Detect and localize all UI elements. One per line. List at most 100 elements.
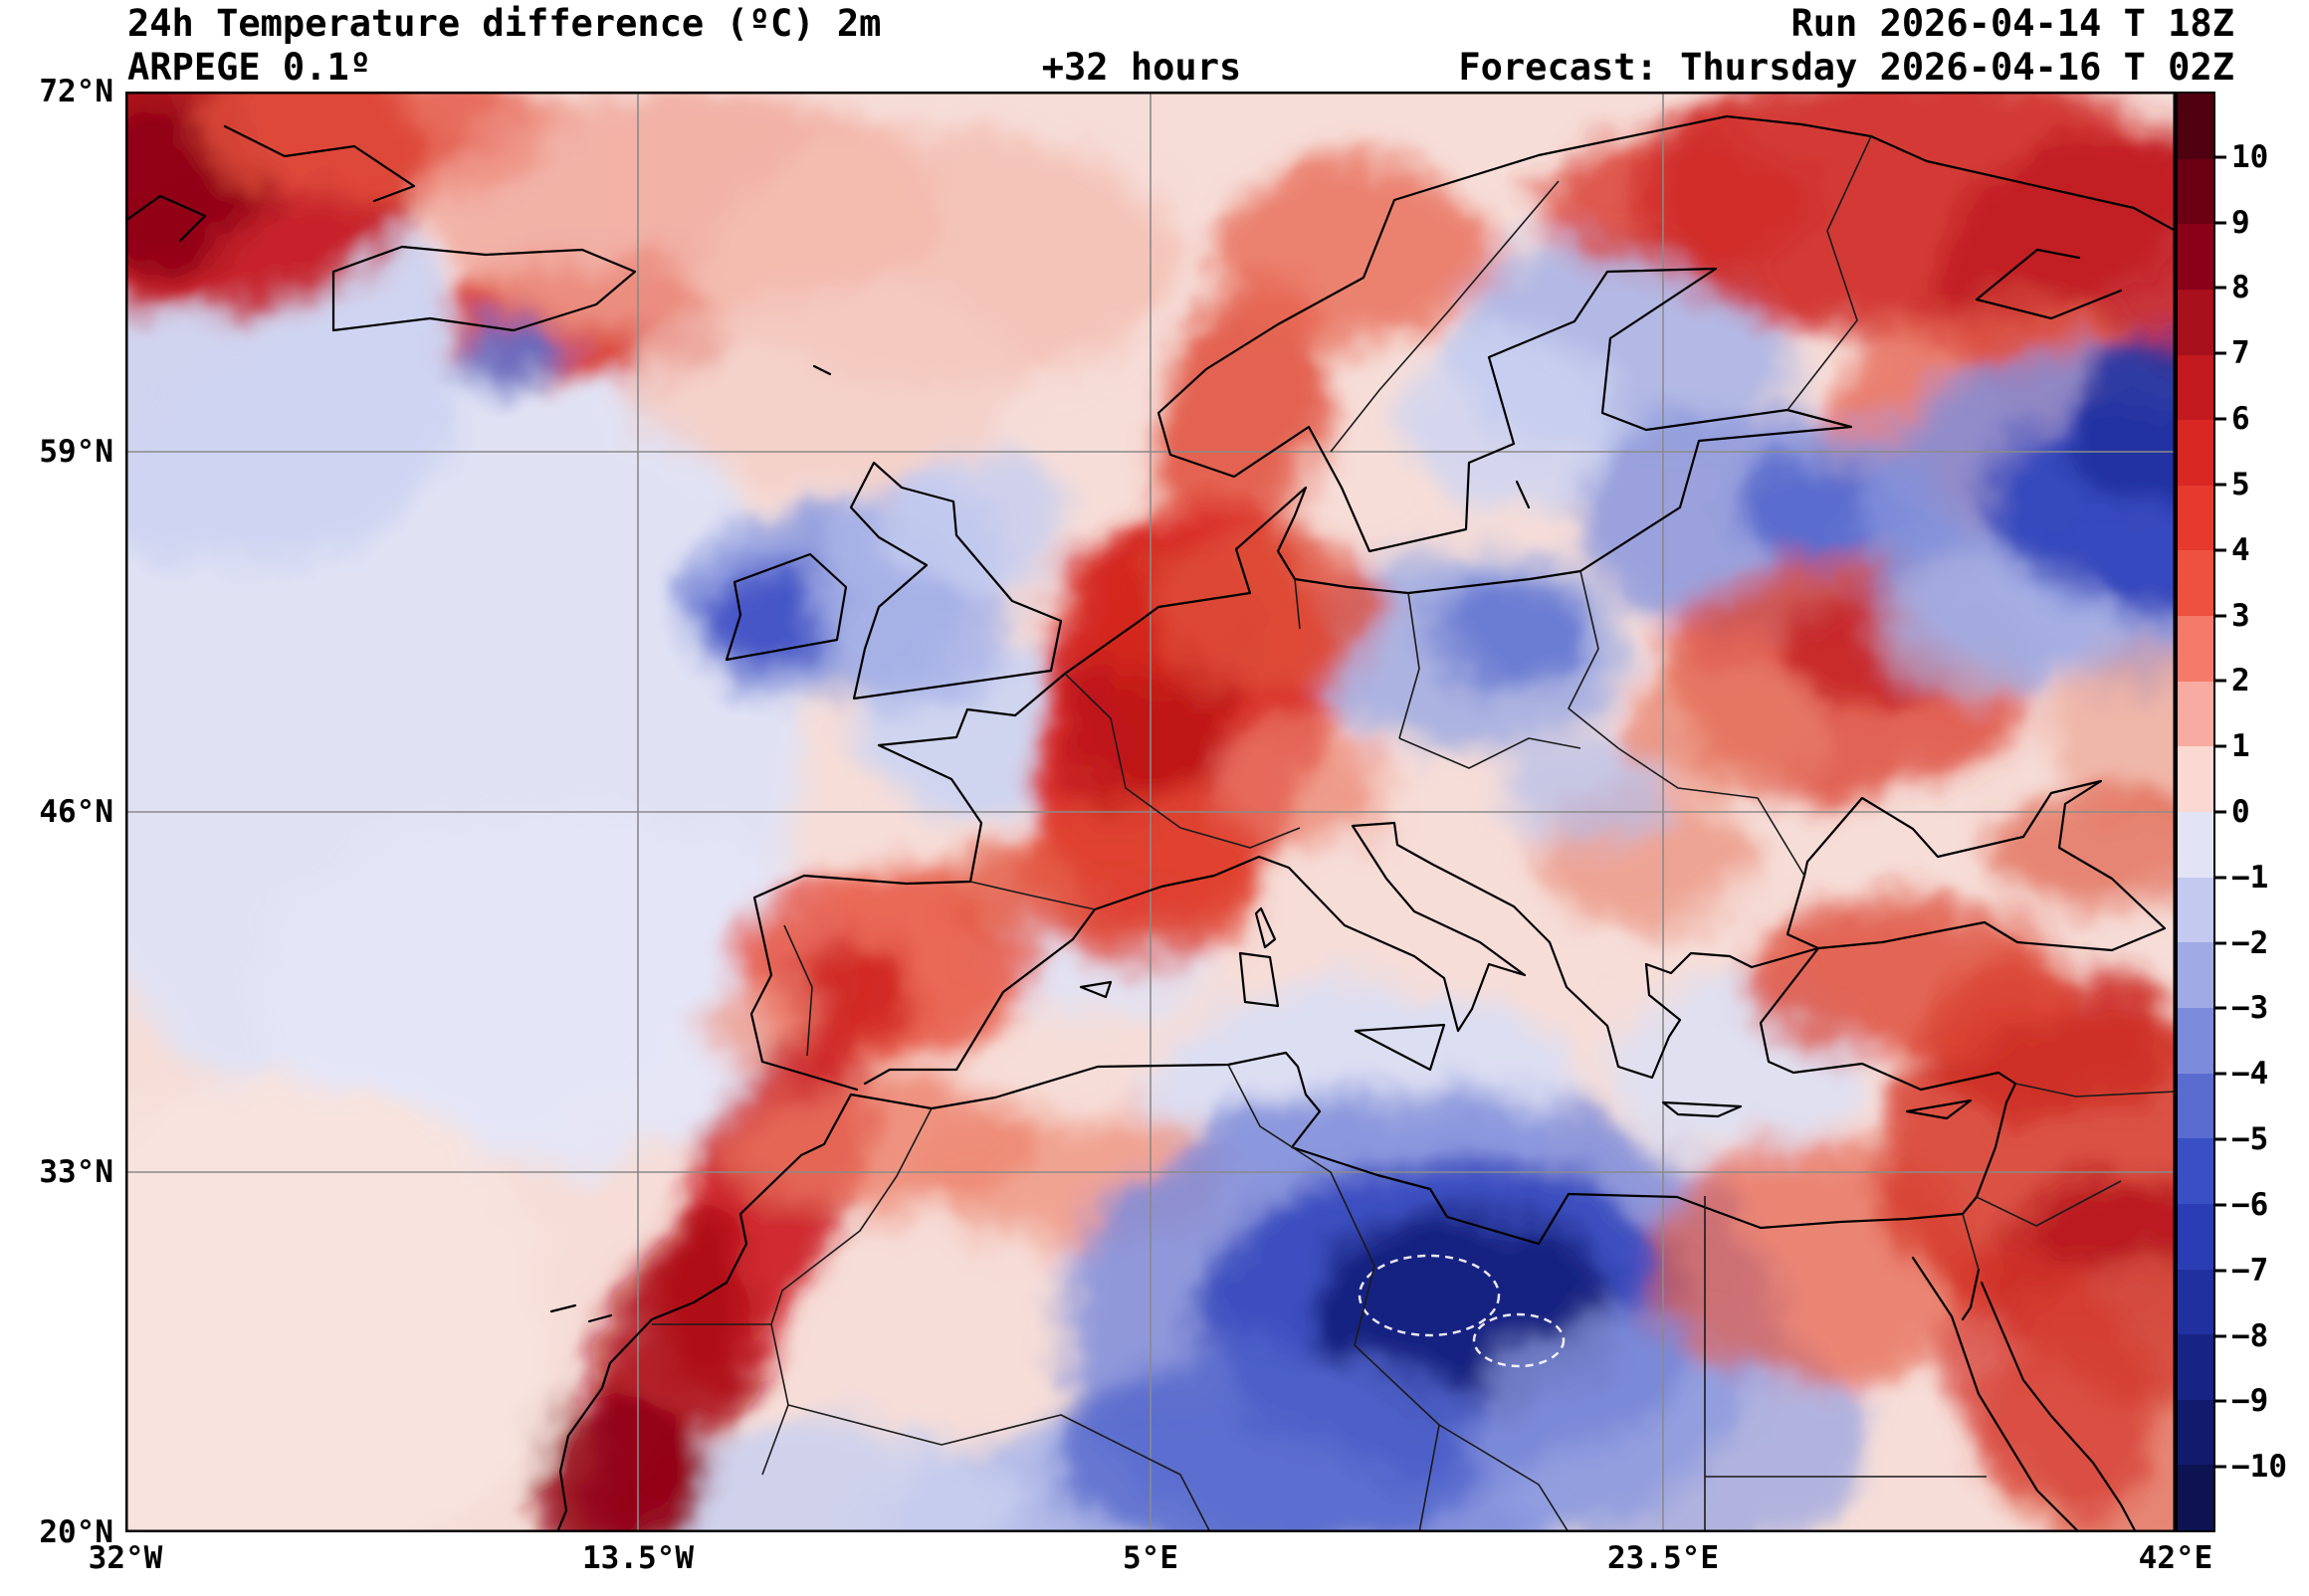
colorbar-tick	[2215, 744, 2226, 748]
colorbar-band	[2178, 746, 2213, 813]
colorbar-tick-label: −3	[2231, 990, 2269, 1027]
colorbar-tick-label: −8	[2231, 1317, 2269, 1354]
anomaly-blob-layer	[125, 92, 2176, 1532]
lon-tick-label: 23.5°E	[1607, 1540, 1719, 1576]
colorbar-tick-label: −9	[2231, 1383, 2269, 1420]
colorbar-band	[2178, 485, 2213, 551]
colorbar-tick	[2215, 1269, 2226, 1273]
anomaly-blob	[125, 1077, 553, 1532]
colorbar-band	[2178, 1465, 2213, 1531]
colorbar-band	[2178, 1269, 2213, 1335]
anomaly-blob	[1738, 902, 2076, 1052]
lead-time-label: +32 hours	[1041, 46, 1242, 89]
anomaly-blob	[464, 320, 573, 384]
anomaly-blob	[2066, 330, 2176, 509]
anomaly-blob	[255, 808, 852, 1166]
colorbar-tick	[2215, 483, 2226, 487]
lat-tick-label: 59°N	[39, 434, 113, 470]
anomaly-blob	[937, 843, 1076, 932]
colorbar-band	[2178, 354, 2213, 421]
colorbar-band	[2178, 681, 2213, 747]
colorbar-tick	[2215, 221, 2226, 225]
colorbar-tick-label: 6	[2231, 401, 2250, 438]
colorbar-tick-label: 4	[2231, 531, 2250, 568]
run-label: Run 2026-04-14 T 18Z	[1790, 2, 2234, 45]
colorbar-band	[2178, 420, 2213, 486]
colorbar-band	[2178, 550, 2213, 617]
colorbar-band	[2178, 224, 2213, 290]
anomaly-blob	[892, 450, 1071, 589]
anomaly-blob	[623, 291, 1021, 490]
temperature-field	[125, 92, 2176, 1532]
forecast-label: Forecast: Thursday 2026-04-16 T 02Z	[1458, 46, 2234, 89]
lat-tick-label: 20°N	[39, 1514, 113, 1550]
colorbar-tick	[2215, 679, 2226, 683]
colorbar-tick-label: −4	[2231, 1056, 2269, 1093]
colorbar-tick	[2215, 417, 2226, 421]
colorbar-tick	[2215, 1006, 2226, 1010]
anomaly-blob	[1210, 161, 1489, 340]
colorbar-tick	[2215, 1334, 2226, 1338]
colorbar-tick	[2215, 351, 2226, 355]
colorbar-tick-label: 5	[2231, 466, 2250, 502]
colorbar-tick-label: −7	[2231, 1252, 2269, 1289]
colorbar-band	[2178, 1073, 2213, 1139]
anomaly-blob	[1051, 1345, 1489, 1532]
lat-tick-label: 33°N	[39, 1154, 113, 1190]
colorbar-band	[2178, 1399, 2213, 1466]
colorbar-tick-label: 0	[2231, 794, 2250, 830]
anomaly-blob	[623, 1425, 1021, 1532]
colorbar-tick	[2215, 548, 2226, 552]
colorbar-tick	[2215, 876, 2226, 880]
below-minus10-contours	[1358, 1254, 1566, 1368]
colorbar-tick-label: 8	[2231, 270, 2250, 306]
coastlines	[125, 114, 2176, 1532]
anomaly-blob	[1399, 330, 1618, 509]
colorbar-tick-label: 9	[2231, 204, 2250, 241]
anomaly-blob	[1210, 728, 1389, 848]
colorbar-tick-label: −2	[2231, 924, 2269, 961]
temperature-difference-map	[125, 92, 2176, 1532]
lat-tick-label: 46°N	[39, 794, 113, 830]
colorbar-tick-label: −6	[2231, 1186, 2269, 1223]
lat-tick-label: 72°N	[39, 74, 113, 109]
colorbar-tick	[2215, 286, 2226, 290]
colorbar-tick-label: −10	[2231, 1449, 2287, 1486]
colorbar-tick-label: −5	[2231, 1121, 2269, 1158]
map-plot-area	[125, 92, 2176, 1532]
colorbar-band	[2178, 94, 2213, 159]
colorbar-tick	[2215, 1465, 2226, 1469]
graticule-grid	[125, 92, 2176, 1532]
anomaly-blob	[2046, 649, 2176, 828]
colorbar-tick-label: 2	[2231, 663, 2250, 699]
colorbar-band	[2178, 812, 2213, 878]
colorbar-tick	[2215, 155, 2226, 159]
colorbar-band	[2178, 1334, 2213, 1400]
colorbar-band	[2178, 158, 2213, 225]
plot-frame	[125, 92, 2176, 1532]
colorbar-band	[2178, 616, 2213, 682]
model-label: ARPEGE 0.1º	[127, 46, 372, 89]
lon-tick-label: 13.5°W	[582, 1540, 694, 1576]
colorbar-tick	[2215, 1203, 2226, 1207]
anomaly-blob	[1489, 733, 1668, 843]
anomaly-blob	[1877, 559, 2116, 698]
country-borders	[652, 135, 2176, 1532]
anomaly-blob	[703, 564, 852, 664]
temperature-colorbar	[2176, 92, 2215, 1532]
anomaly-blob	[1618, 669, 1817, 788]
colorbar-band	[2178, 289, 2213, 355]
colorbar-tick	[2215, 1137, 2226, 1141]
anomaly-blob	[1151, 529, 1389, 689]
colorbar-tick	[2215, 941, 2226, 945]
colorbar-tick	[2215, 810, 2226, 814]
colorbar-tick-label: 10	[2231, 138, 2269, 175]
colorbar-band	[2178, 877, 2213, 943]
colorbar-tick	[2215, 614, 2226, 618]
lon-tick-label: 5°E	[1123, 1540, 1178, 1576]
colorbar-band	[2178, 1138, 2213, 1204]
lon-tick-label: 42°E	[2138, 1540, 2213, 1576]
anomaly-blob	[1987, 788, 2176, 907]
colorbar-band	[2178, 942, 2213, 1008]
